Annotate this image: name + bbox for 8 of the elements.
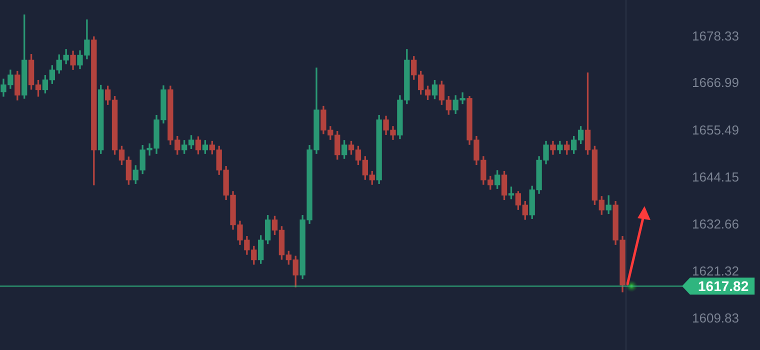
y-tick-label: 1609.83: [692, 310, 739, 326]
y-tick-label: 1621.32: [692, 263, 739, 278]
ref-line-label: 1617.82: [698, 278, 749, 294]
y-tick-label: 1678.33: [692, 28, 739, 44]
y-tick-label: 1666.99: [692, 75, 739, 90]
y-tick-label: 1655.49: [692, 122, 739, 138]
y-tick-label: 1632.66: [692, 216, 739, 232]
y-tick-label: 1644.15: [692, 169, 739, 184]
